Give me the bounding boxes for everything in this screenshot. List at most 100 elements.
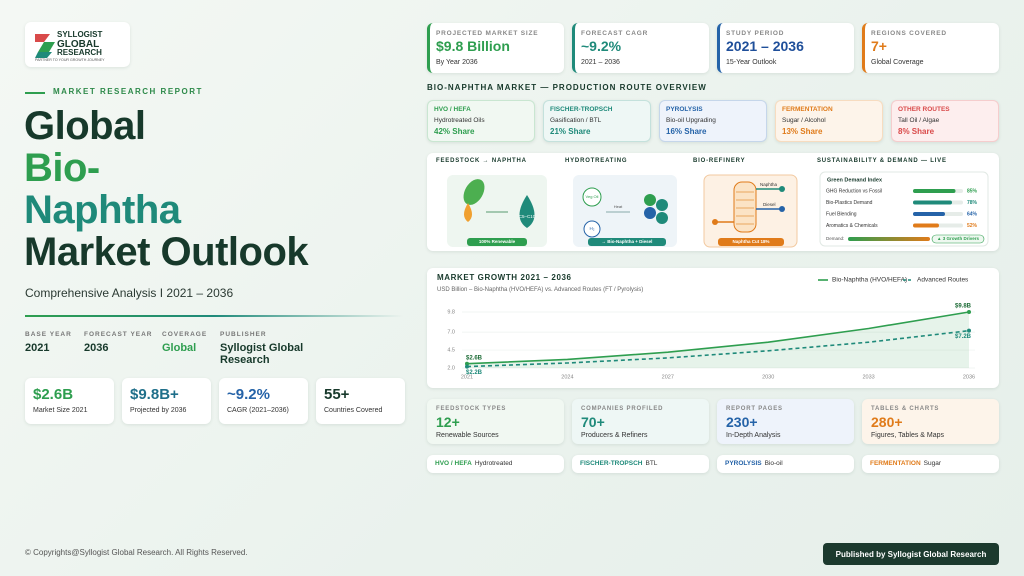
meta-value: Syllogist Global Research xyxy=(220,342,304,367)
step-title: FEEDSTOCK → NAPHTHA xyxy=(436,158,527,164)
summary-label: REPORT PAGES xyxy=(726,406,783,412)
summary-note: Producers & Refiners xyxy=(581,432,648,439)
meta-label: PUBLISHER xyxy=(220,331,267,338)
kicker: MARKET RESEARCH REPORT xyxy=(53,87,203,96)
logo-name: GLOBAL xyxy=(57,39,100,50)
meta-label: FORECAST YEAR xyxy=(84,331,153,338)
route-name: OTHER ROUTES xyxy=(898,106,950,113)
process-panel xyxy=(427,153,999,251)
route-card xyxy=(427,100,535,142)
route-tag-row: FISCHER-TROPSCH BTL xyxy=(580,460,657,467)
demand-title: SUSTAINABILITY & DEMAND — LIVE xyxy=(817,158,947,164)
hero-title: Bio- xyxy=(24,146,100,190)
route-tag-name: HVO / HEFA xyxy=(435,460,472,467)
copyright: © Copyrights@Syllogist Global Research. … xyxy=(25,548,248,557)
kpi-label: REGIONS COVERED xyxy=(871,30,947,37)
stat-card xyxy=(122,378,211,424)
divider xyxy=(25,315,403,317)
route-share: 42% Share xyxy=(434,127,475,136)
summary-card xyxy=(427,399,564,444)
kpi-value: 7+ xyxy=(871,38,887,54)
summary-card xyxy=(572,399,709,444)
summary-value: 70+ xyxy=(581,414,605,430)
stat-value: ~9.2% xyxy=(227,386,270,403)
route-card xyxy=(543,100,651,142)
route-share: 13% Share xyxy=(782,127,823,136)
route-tag-row: FERMENTATION Sugar xyxy=(870,460,941,467)
kpi-note: Global Coverage xyxy=(871,59,924,66)
hero-title: Global xyxy=(24,104,146,148)
kpi-card xyxy=(572,23,709,73)
stat-value: $2.6B xyxy=(33,386,74,403)
route-share: 16% Share xyxy=(666,127,707,136)
route-process: Sugar / Alcohol xyxy=(782,117,826,124)
step-title: BIO-REFINERY xyxy=(693,158,746,164)
stat-value: $9.8B+ xyxy=(130,386,179,403)
kpi-value: 2021 – 2036 xyxy=(726,38,804,54)
summary-note: In-Depth Analysis xyxy=(726,432,781,439)
logo-name: SYLLOGIST xyxy=(57,30,103,39)
kpi-note: By Year 2036 xyxy=(436,59,478,66)
kicker-rule xyxy=(25,92,45,94)
route-tag-name: PYROLYSIS xyxy=(725,460,762,467)
route-name: FERMENTATION xyxy=(782,106,833,113)
chart-title: MARKET GROWTH 2021 – 2036 xyxy=(437,273,572,282)
kpi-card xyxy=(717,23,854,73)
route-share: 8% Share xyxy=(898,127,935,136)
kpi-label: STUDY PERIOD xyxy=(726,30,785,37)
summary-card xyxy=(862,399,999,444)
route-name: HVO / HEFA xyxy=(434,106,471,113)
route-tag xyxy=(862,455,999,473)
route-process: Gasification / BTL xyxy=(550,117,602,124)
meta-label: COVERAGE xyxy=(162,331,208,338)
summary-label: COMPANIES PROFILED xyxy=(581,406,664,412)
stat-card xyxy=(219,378,308,424)
section-title: BIO-NAPHTHA MARKET — PRODUCTION ROUTE OV… xyxy=(427,83,707,92)
stat-label: Projected by 2036 xyxy=(130,407,187,414)
kpi-label: FORECAST CAGR xyxy=(581,30,649,37)
route-name: FISCHER-TROPSCH xyxy=(550,106,613,113)
route-tag xyxy=(717,455,854,473)
chart-panel xyxy=(427,268,999,388)
meta-value: Global xyxy=(162,342,197,354)
route-tag-text: Sugar xyxy=(923,460,942,467)
route-tag-text: Bio-oil xyxy=(764,460,783,467)
stat-value: 55+ xyxy=(324,386,350,403)
summary-note: Renewable Sources xyxy=(436,432,499,439)
hero-subtitle: Comprehensive Analysis I 2021 – 2036 xyxy=(25,286,234,300)
route-tag-name: FERMENTATION xyxy=(870,460,921,467)
meta-value: 2036 xyxy=(84,342,109,354)
route-tag-row: PYROLYSIS Bio-oil xyxy=(725,460,783,467)
hero-title: Naphtha xyxy=(24,188,181,232)
route-tag-row: HVO / HEFA Hydrotreated xyxy=(435,460,512,467)
summary-value: 12+ xyxy=(436,414,460,430)
kpi-value: $9.8 Billion xyxy=(436,38,510,54)
meta-value: 2021 xyxy=(25,342,50,354)
summary-card xyxy=(717,399,854,444)
step-title: HYDROTREATING xyxy=(565,158,628,164)
route-name: PYROLYSIS xyxy=(666,106,703,113)
stat-label: CAGR (2021–2036) xyxy=(227,407,289,414)
route-process: Tall Oil / Algae xyxy=(898,117,940,124)
stat-card xyxy=(316,378,405,424)
kpi-label: PROJECTED MARKET SIZE xyxy=(436,30,539,37)
logo-tagline: PARTNER TO YOUR GROWTH JOURNEY xyxy=(35,58,105,62)
kpi-value: ~9.2% xyxy=(581,38,622,54)
route-tag xyxy=(572,455,709,473)
route-tag-name: FISCHER-TROPSCH xyxy=(580,460,643,467)
kpi-card xyxy=(862,23,999,73)
stat-label: Countries Covered xyxy=(324,407,383,414)
kpi-note: 15-Year Outlook xyxy=(726,59,777,66)
summary-label: TABLES & CHARTS xyxy=(871,406,940,412)
meta-label: BASE YEAR xyxy=(25,331,72,338)
route-card xyxy=(659,100,767,142)
kpi-card xyxy=(427,23,564,73)
summary-value: 230+ xyxy=(726,414,758,430)
stat-label: Market Size 2021 xyxy=(33,407,88,414)
route-process: Hydrotreated Oils xyxy=(434,117,485,124)
route-share: 21% Share xyxy=(550,127,591,136)
route-tag-text: Hydrotreated xyxy=(474,460,513,467)
chart-subtitle: USD Billion – Bio-Naphtha (HVO/HEFA) vs.… xyxy=(437,287,644,293)
route-card xyxy=(891,100,999,142)
hero-title: Market Outlook xyxy=(24,230,309,274)
